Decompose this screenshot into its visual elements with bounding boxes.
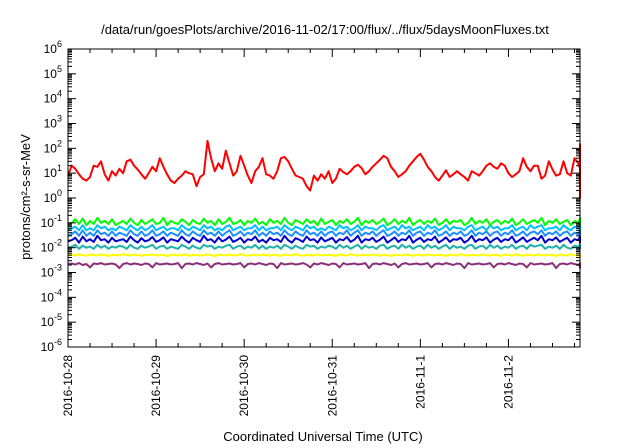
y-tick-label: 10-4 xyxy=(41,287,62,304)
series-line-8 xyxy=(67,262,581,270)
series-line-1 xyxy=(67,139,581,199)
series-line-7 xyxy=(67,253,581,257)
y-tick-label: 101 xyxy=(44,163,62,180)
y-tick-label: 10-2 xyxy=(41,238,62,255)
chart-title: /data/run/goesPlots/archive/2016-11-02/1… xyxy=(101,22,549,37)
series-layer xyxy=(67,139,581,270)
y-tick-label: 105 xyxy=(44,64,62,81)
y-axis-label: protons/cm²-s-sr-MeV xyxy=(18,134,33,260)
y-tick-label: 106 xyxy=(44,39,62,56)
series-line-6 xyxy=(67,243,581,250)
plot-frame xyxy=(67,48,581,348)
x-tick-label: 2016-10-28 xyxy=(61,355,75,417)
x-axis-label: Coordinated Universal Time (UTC) xyxy=(223,429,422,444)
x-tick-label: 2016-10-30 xyxy=(237,355,251,417)
x-tick-label: 2016-10-31 xyxy=(325,355,339,417)
y-tick-label: 10-6 xyxy=(41,337,62,354)
axis-layer: 10-6 10-5 10-4 10-3 10-2 10-1 100 101 102 103 104 1… xyxy=(41,39,581,417)
y-tick-label: 100 xyxy=(44,188,62,205)
series-line-3 xyxy=(67,224,581,232)
y-tick-label: 104 xyxy=(44,89,62,106)
y-tick-label: 10-1 xyxy=(41,213,62,230)
y-tick-label: 102 xyxy=(44,138,62,155)
y-tick-label: 10-3 xyxy=(41,263,62,280)
series-line-5 xyxy=(67,234,581,244)
y-tick-label: 10-5 xyxy=(41,312,62,329)
y-tick-label: 103 xyxy=(44,114,62,131)
series-line-2 xyxy=(67,216,581,227)
x-tick-label: 2016-11-2 xyxy=(501,355,515,409)
x-tick-label: 2016-11-1 xyxy=(413,355,427,409)
x-tick-label: 2016-10-29 xyxy=(149,355,163,417)
